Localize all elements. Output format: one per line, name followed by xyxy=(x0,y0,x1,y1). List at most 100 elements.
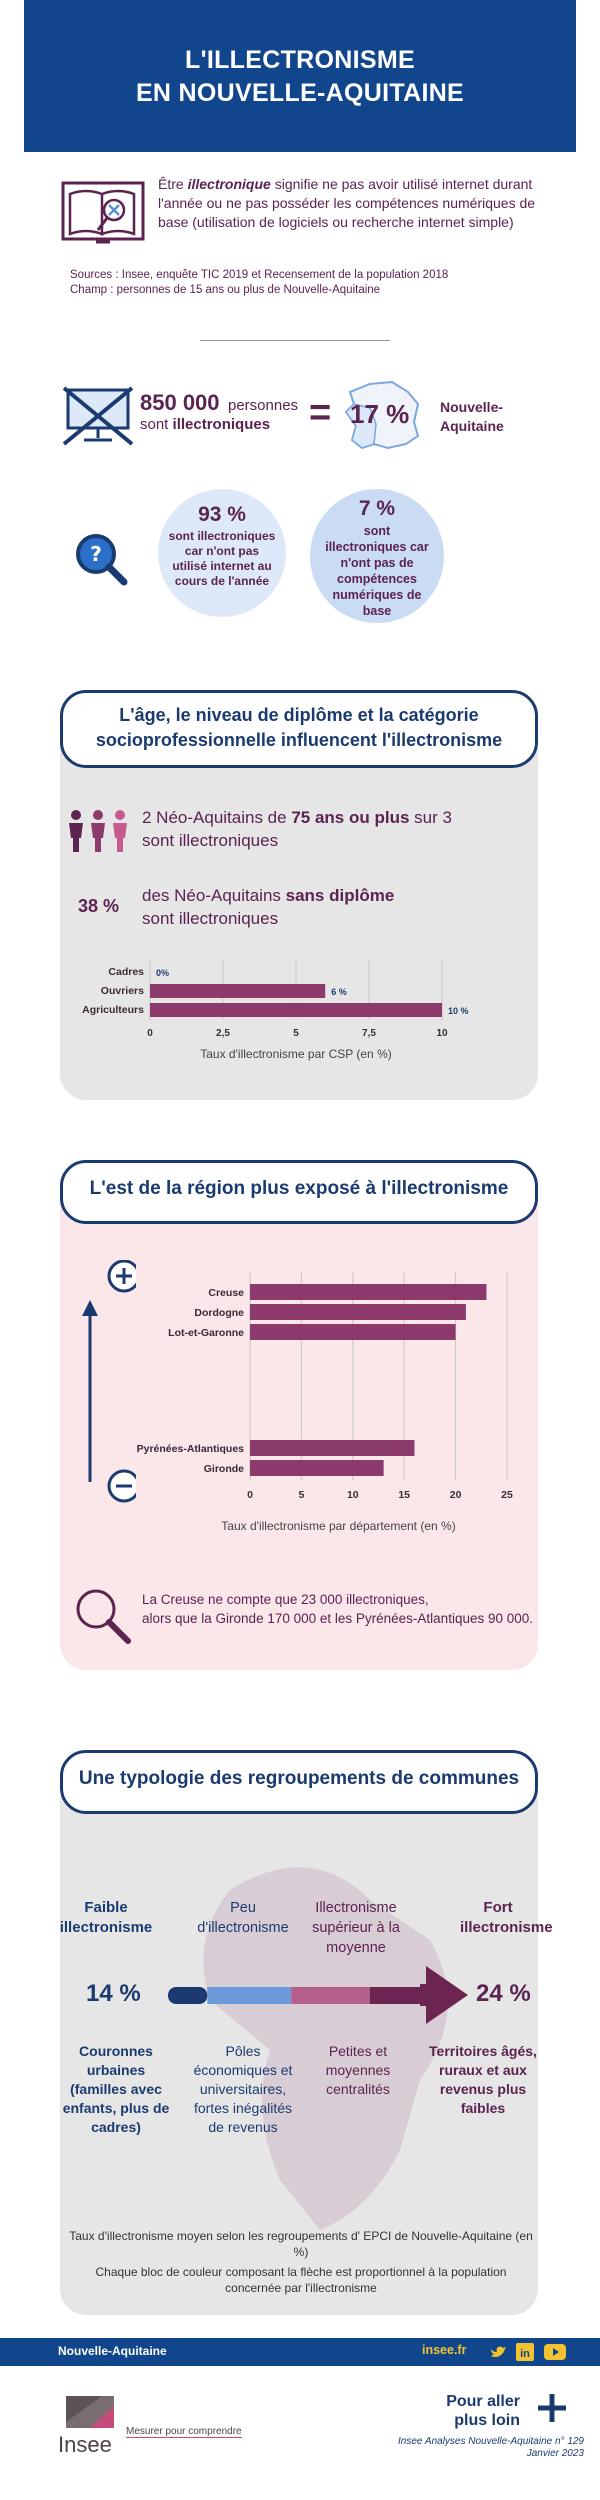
bubble-no-skills-text: sont illectroniques car n'ont pas de com… xyxy=(325,524,429,618)
key-figure-text: 850 000 personnes sont illectroniques xyxy=(140,390,310,434)
bar xyxy=(250,1440,415,1456)
label-superieur: Illectronisme supérieur à la moyenne xyxy=(312,1900,400,1956)
est-note-line1: La Creuse ne compte que 23 000 illectron… xyxy=(142,1592,429,1607)
search-question-icon: ? xyxy=(76,534,128,586)
bubble-no-internet-pct: 93 % xyxy=(198,503,246,526)
stat-no-diploma-pct: 38 % xyxy=(78,896,120,916)
chart-csp: 0 2,5 5 7,5 10 Cadres 0% Ouvriers 6 % Agriculteur… xyxy=(82,959,469,1061)
page-header: L'ILLECTRONISME EN NOUVELLE-AQUITAINE xyxy=(24,0,576,152)
title-line-2: EN NOUVELLE-AQUITAINE xyxy=(135,79,465,107)
definition-rest: signifie ne pas avoir utilisé internet d… xyxy=(158,176,536,230)
linkedin-icon[interactable]: in xyxy=(516,2343,534,2361)
x-tick-label: 0 xyxy=(147,1028,153,1039)
cat-couronnes: Couronnes urbaines (familles avec enfant… xyxy=(62,2043,170,2135)
x-tick-label: 25 xyxy=(501,1489,513,1501)
x-tick-label: 5 xyxy=(293,1028,299,1039)
stat-no-diploma-a: des Néo-Aquitains xyxy=(142,886,286,905)
sources-line: Sources : Insee, enquête TIC 2019 et Rec… xyxy=(70,269,449,281)
stat-75-plus: 2 Néo-Aquitains de 75 ans ou plus sur 3 … xyxy=(142,806,482,852)
x-tick-label: 15 xyxy=(398,1489,410,1501)
typo-caption-2: Chaque bloc de couleur composant la flèc… xyxy=(95,2265,507,2295)
magnifier-icon xyxy=(76,1589,131,1644)
section-est-card xyxy=(60,1180,538,1670)
key-figure-illectroniques: illectroniques xyxy=(172,416,271,433)
category-label: Dordogne xyxy=(194,1307,244,1319)
label-fort: Fort illectronisme xyxy=(460,1899,553,1936)
insee-tagline: Mesurer pour comprendre xyxy=(126,2426,242,2438)
arrow-segment xyxy=(207,1987,292,2004)
category-label: Lot-et-Garonne xyxy=(168,1327,244,1339)
cat-territoires: Territoires âgés, ruraux et aux revenus … xyxy=(429,2043,537,2116)
data-label: 6 % xyxy=(331,987,347,997)
stat-75-plus-c: sur 3 sont illectroniques xyxy=(142,808,452,850)
svg-text:in: in xyxy=(520,2348,530,2360)
x-axis-title: Taux d'illectronisme par CSP (en %) xyxy=(200,1047,391,1061)
crossed-screen-icon xyxy=(62,386,134,446)
twitter-icon[interactable] xyxy=(490,2344,508,2360)
more-link-line1: Pour aller xyxy=(446,2393,520,2410)
bar xyxy=(250,1284,487,1300)
category-label: Ouvriers xyxy=(101,985,144,997)
bar xyxy=(150,984,326,998)
key-figure-percent: 17 % xyxy=(350,399,410,429)
stat-no-diploma-c: sont illectroniques xyxy=(142,909,279,928)
sources: Sources : Insee, enquête TIC 2019 et Rec… xyxy=(70,268,550,298)
x-tick-label: 2,5 xyxy=(216,1028,230,1039)
stat-no-diploma: des Néo-Aquitains sans diplôme sont ille… xyxy=(142,884,482,930)
more-link-line2: plus loin xyxy=(454,2412,520,2429)
bar xyxy=(250,1324,456,1340)
insee-logo-text: Insee xyxy=(58,2432,112,2457)
section-age-title-text: L'âge, le niveau de diplôme et la catégo… xyxy=(95,705,503,750)
people-icon xyxy=(69,810,127,852)
publication-date: Janvier 2023 xyxy=(526,2448,584,2459)
cat-centralites: Petites et moyennes centralités xyxy=(325,2043,391,2097)
definition-lead: Être xyxy=(158,176,188,192)
est-note: La Creuse ne compte que 23 000 illectron… xyxy=(142,1590,542,1628)
category-label: Cadres xyxy=(108,966,144,978)
book-magnifier-icon xyxy=(61,181,145,244)
key-figure-persons: personnes xyxy=(227,397,299,414)
stat-no-diploma-b: sans diplôme xyxy=(285,886,395,905)
x-tick-label: 7,5 xyxy=(362,1028,376,1039)
france-map-icon xyxy=(344,380,420,450)
bar xyxy=(150,1003,442,1017)
footer-bar: Nouvelle-Aquitaine insee.fr in xyxy=(0,2338,600,2366)
category-label: Agriculteurs xyxy=(82,1004,144,1016)
key-figure-region: Nouvelle-Aquitaine xyxy=(440,399,504,434)
footer-site-link[interactable]: insee.fr xyxy=(422,2343,467,2357)
data-label: 0% xyxy=(156,968,169,978)
typology-arrow xyxy=(168,1966,468,2024)
svg-text:?: ? xyxy=(90,542,102,566)
publication-number: Insee Analyses Nouvelle-Aquitaine n° 129 xyxy=(398,2436,584,2447)
plus-icon[interactable] xyxy=(536,2392,568,2424)
x-tick-label: 10 xyxy=(436,1028,448,1039)
pct-high: 24 % xyxy=(476,1980,531,2007)
x-tick-label: 10 xyxy=(347,1489,359,1501)
bubble-no-skills-pct: 7 % xyxy=(358,497,396,520)
label-faible: Faible illectronisme xyxy=(59,1899,153,1936)
x-tick-label: 0 xyxy=(247,1489,253,1501)
youtube-icon[interactable] xyxy=(544,2344,566,2360)
est-note-line2: alors que la Gironde 170 000 et les Pyré… xyxy=(142,1611,534,1626)
x-tick-label: 20 xyxy=(450,1489,462,1501)
cat-poles: Pôles économiques et universitaires, for… xyxy=(193,2043,293,2135)
x-axis-title: Taux d'illectronisme par département (en… xyxy=(221,1519,455,1533)
pct-low: 14 % xyxy=(86,1980,141,2007)
chart-departements: 0 5 10 15 20 25 Creuse Dordogne Lot-et-Garonne Py… xyxy=(137,1272,513,1533)
scope-line: Champ : personnes de 15 ans ou plus de N… xyxy=(70,284,381,296)
bubble-no-internet-text: sont illectroniques car n'ont pas utilis… xyxy=(168,529,276,588)
arrow-segment xyxy=(168,1987,208,2004)
region-shape-background xyxy=(203,1867,448,2230)
bar xyxy=(250,1460,384,1476)
arrow-segment xyxy=(369,1987,430,2004)
data-label: 10 % xyxy=(448,1006,469,1016)
section-age-title: L'âge, le niveau de diplôme et la catégo… xyxy=(60,690,538,768)
title-line-1: L'ILLECTRONISME xyxy=(185,46,415,74)
equals-sign: = xyxy=(309,392,332,434)
page-title: L'ILLECTRONISME EN NOUVELLE-AQUITAINE xyxy=(24,0,576,110)
more-link[interactable]: Pour aller plus loin xyxy=(420,2392,520,2430)
section-est-title: L'est de la région plus exposé à l'illec… xyxy=(60,1160,538,1224)
stat-75-plus-b: 75 ans ou plus xyxy=(291,808,410,827)
x-tick-label: 5 xyxy=(298,1489,304,1501)
label-peu: Peu d'illectronisme xyxy=(197,1900,289,1936)
